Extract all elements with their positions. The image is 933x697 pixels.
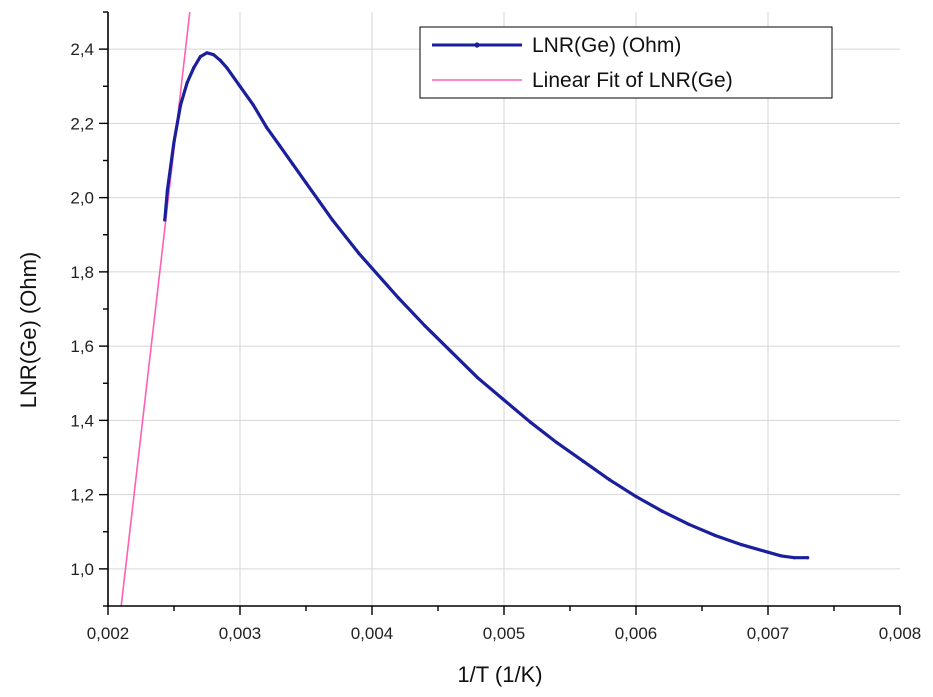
data-point bbox=[687, 522, 691, 526]
data-point bbox=[528, 420, 533, 424]
data-point bbox=[192, 66, 196, 70]
x-tick-label: 0,005 bbox=[483, 624, 526, 643]
data-point bbox=[317, 199, 321, 203]
y-tick-label: 1,6 bbox=[70, 337, 94, 356]
tick-marks bbox=[99, 11, 901, 615]
legend-label-series-1: LNR(Ge) (Ohm) bbox=[532, 34, 681, 57]
x-tick-label: 0,003 bbox=[219, 624, 262, 643]
data-point bbox=[165, 188, 169, 192]
data-point bbox=[238, 84, 242, 88]
data-point bbox=[304, 181, 308, 185]
x-tick-label: 0,002 bbox=[87, 624, 130, 643]
data-point bbox=[218, 58, 222, 62]
data-point bbox=[163, 218, 167, 222]
data-point bbox=[264, 125, 268, 129]
data-point bbox=[251, 103, 255, 107]
data-point bbox=[476, 376, 480, 380]
data-point bbox=[172, 140, 176, 144]
data-point bbox=[344, 235, 348, 239]
data-point bbox=[291, 162, 295, 166]
data-point bbox=[278, 144, 282, 148]
y-tick-label: 1,2 bbox=[70, 486, 94, 505]
legend-label-series-2: Linear Fit of LNR(Ge) bbox=[532, 69, 733, 92]
data-point bbox=[179, 103, 183, 107]
data-point bbox=[185, 80, 189, 85]
y-tick-label: 2,4 bbox=[70, 40, 94, 59]
data-point bbox=[779, 554, 783, 558]
data-point bbox=[225, 66, 229, 70]
grid-lines bbox=[108, 12, 900, 606]
data-point bbox=[330, 218, 334, 222]
data-point bbox=[357, 251, 361, 255]
legend-box bbox=[419, 26, 833, 99]
data-point bbox=[449, 350, 453, 354]
data-point bbox=[370, 266, 374, 270]
data-point bbox=[205, 51, 209, 55]
y-tick-label: 1,8 bbox=[70, 263, 94, 282]
data-point bbox=[806, 556, 810, 560]
data-point bbox=[555, 441, 559, 445]
y-tick-label: 1,0 bbox=[70, 560, 94, 579]
data-point bbox=[766, 550, 770, 554]
y-tick-label: 1,4 bbox=[70, 411, 94, 430]
x-tick-label: 0,006 bbox=[615, 624, 658, 643]
y-tick-label: 2,2 bbox=[70, 114, 94, 133]
legend: LNR(Ge) (Ohm) Linear Fit of LNR(Ge) bbox=[419, 26, 833, 99]
series-line-lnr-ge bbox=[163, 51, 810, 560]
y-tick-label: 2,0 bbox=[70, 189, 94, 208]
y-axis-title: LNR(Ge) (Ohm) bbox=[16, 252, 41, 408]
x-tick-label: 0,008 bbox=[879, 624, 922, 643]
data-point bbox=[713, 533, 717, 538]
x-axis-title: 1/T (1/K) bbox=[457, 662, 542, 687]
tick-labels: 0,002 0,003 0,004 0,005 0,006 0,007 0,008 1,0 1,… bbox=[70, 40, 921, 643]
x-tick-label: 0,007 bbox=[747, 624, 790, 643]
data-point bbox=[581, 459, 585, 463]
series-line-linear-fit bbox=[120, 12, 191, 606]
data-point bbox=[608, 478, 612, 482]
plot-series bbox=[120, 12, 810, 606]
data-point bbox=[502, 398, 506, 402]
data-point bbox=[660, 509, 665, 513]
data-point bbox=[792, 556, 797, 560]
data-point bbox=[740, 543, 744, 547]
data-point bbox=[198, 54, 202, 59]
legend-marker-series-1 bbox=[474, 42, 480, 48]
data-point bbox=[634, 494, 638, 499]
x-tick-label: 0,004 bbox=[351, 624, 394, 643]
data-point bbox=[396, 296, 400, 300]
data-point bbox=[212, 53, 216, 57]
data-point bbox=[423, 324, 427, 328]
